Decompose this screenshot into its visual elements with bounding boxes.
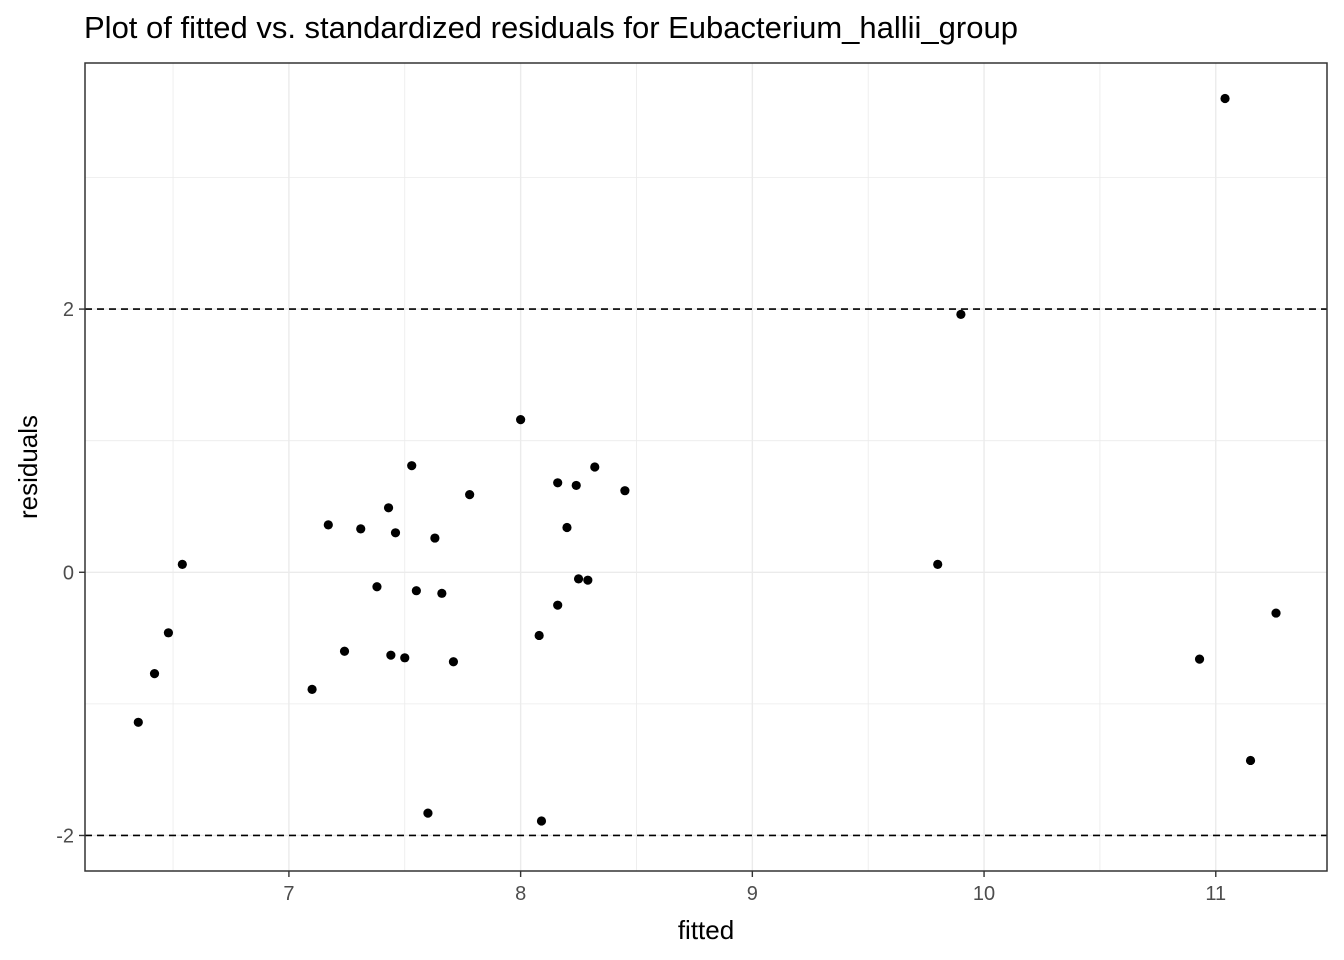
scatter-point — [323, 520, 333, 530]
scatter-point — [430, 533, 440, 543]
chart-title: Plot of fitted vs. standardized residual… — [84, 10, 1018, 45]
scatter-point — [448, 657, 459, 667]
y-axis-title: residuals — [13, 415, 43, 519]
scatter-point — [536, 816, 547, 826]
scatter-point — [465, 490, 475, 500]
scatter-point — [356, 524, 366, 534]
scatter-point — [1271, 608, 1281, 618]
scatter-point — [383, 503, 394, 513]
x-tick-label: 9 — [747, 883, 758, 905]
scatter-point — [437, 588, 447, 598]
scatter-point — [177, 559, 187, 569]
scatter-point — [149, 669, 160, 679]
scatter-point — [339, 646, 350, 656]
scatter-point — [407, 461, 417, 471]
scatter-point — [307, 684, 317, 694]
panel-border — [84, 62, 1328, 872]
scatter-point — [400, 653, 410, 663]
data-points — [133, 93, 1281, 826]
scatter-point — [573, 574, 584, 584]
scatter-point — [933, 559, 943, 569]
scatter-point — [553, 600, 563, 610]
y-tick-label: 2 — [63, 299, 74, 321]
axis-ticks: 7 8 9 10 11 -2 0 2 — [56, 299, 1226, 905]
reference-lines — [85, 308, 1327, 837]
grid-layer — [85, 63, 1327, 871]
scatter-point — [163, 628, 174, 638]
x-tick-label: 10 — [973, 883, 995, 905]
scatter-point — [571, 480, 581, 491]
x-tick-label: 11 — [1205, 883, 1226, 905]
scatter-point — [372, 582, 382, 592]
x-tick-label: 7 — [283, 883, 294, 905]
scatter-point — [390, 528, 401, 538]
scatter-point — [534, 630, 544, 641]
scatter-point — [133, 717, 143, 727]
scatter-point — [956, 309, 966, 319]
x-axis-title: fitted — [678, 915, 734, 945]
y-tick-label: -2 — [56, 825, 74, 847]
scatter-point — [386, 650, 396, 660]
y-tick-label: 0 — [63, 562, 74, 584]
scatter-point — [423, 808, 433, 818]
scatter-point — [590, 462, 600, 472]
scatter-point — [583, 575, 593, 585]
scatter-point — [553, 478, 563, 488]
scatter-point — [1194, 654, 1205, 664]
x-tick-label: 8 — [515, 883, 526, 905]
scatter-point — [516, 415, 526, 425]
scatter-point — [1245, 755, 1256, 766]
scatter-point — [562, 522, 572, 533]
scatter-point — [411, 586, 421, 596]
scatter-point — [1220, 93, 1230, 104]
scatter-point — [620, 486, 630, 496]
